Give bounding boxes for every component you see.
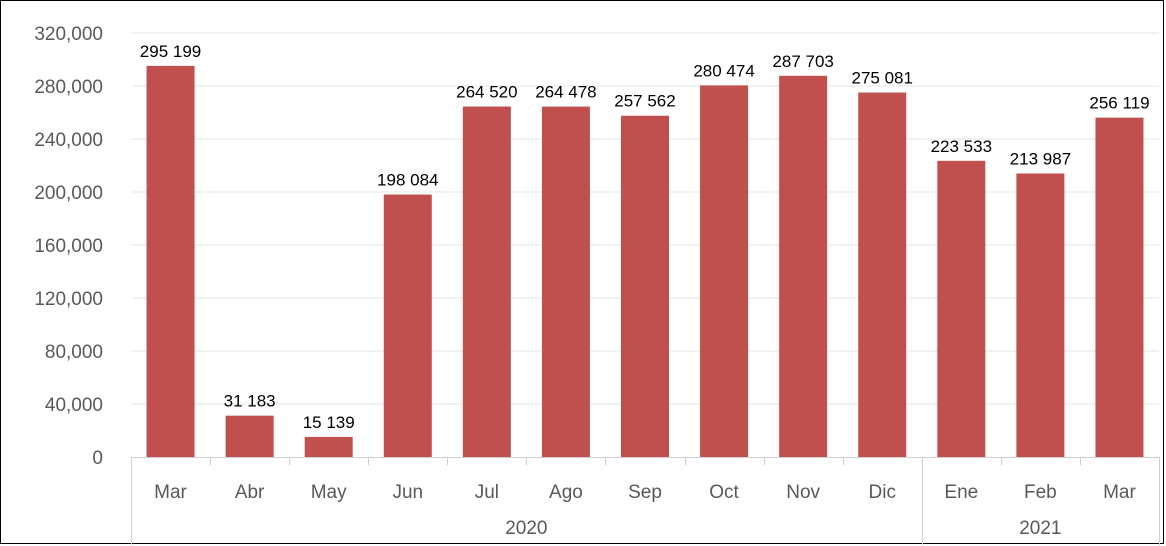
data-label: 264 478 bbox=[535, 83, 596, 102]
bar bbox=[779, 75, 828, 458]
bar bbox=[700, 85, 749, 457]
y-tick-label: 200,000 bbox=[34, 183, 103, 204]
bar bbox=[1095, 117, 1144, 457]
bar bbox=[146, 65, 195, 457]
y-tick-label: 320,000 bbox=[34, 24, 103, 45]
x-tick-label: Mar bbox=[154, 482, 187, 503]
x-tick-label: Feb bbox=[1024, 482, 1057, 503]
y-tick-label: 120,000 bbox=[34, 289, 103, 310]
bar bbox=[462, 106, 511, 458]
x-tick-label: May bbox=[311, 482, 347, 503]
y-tick-label: 40,000 bbox=[45, 395, 103, 416]
data-label: 198 084 bbox=[377, 171, 438, 190]
x-tick-label: Jul bbox=[475, 482, 499, 503]
data-label: 287 703 bbox=[772, 52, 833, 71]
y-tick-label: 280,000 bbox=[34, 77, 103, 98]
x-tick-label: Oct bbox=[709, 482, 739, 503]
y-tick-label: 80,000 bbox=[45, 342, 103, 363]
data-labels: 295 199 31 183 15 139 198 084 264 520 264 478… bbox=[140, 42, 1150, 432]
y-axis: 0 40,000 80,000 120,000 160,000 200,000 240,00… bbox=[34, 24, 103, 469]
x-tick-label: Dic bbox=[869, 482, 896, 503]
y-tick-label: 160,000 bbox=[34, 236, 103, 257]
data-label: 280 474 bbox=[693, 61, 754, 80]
bar bbox=[383, 194, 432, 457]
data-label: 275 081 bbox=[852, 69, 913, 88]
data-label: 213 987 bbox=[1010, 149, 1071, 168]
x-tick-label: Ago bbox=[549, 482, 583, 503]
year-group-label: 2021 bbox=[1019, 518, 1061, 539]
data-label: 257 562 bbox=[614, 92, 675, 111]
data-label: 223 533 bbox=[931, 137, 992, 156]
data-label: 31 183 bbox=[224, 392, 276, 411]
y-tick-label: 240,000 bbox=[34, 130, 103, 151]
x-tick-label: Abr bbox=[235, 482, 265, 503]
bar bbox=[621, 115, 669, 457]
data-label: 256 119 bbox=[1089, 94, 1149, 113]
bar bbox=[1016, 173, 1065, 457]
year-group-label: 2020 bbox=[505, 518, 547, 539]
data-label: 295 199 bbox=[140, 42, 201, 61]
bar bbox=[541, 106, 590, 457]
x-tick-label: Ene bbox=[944, 482, 978, 503]
data-label: 264 520 bbox=[456, 83, 517, 102]
x-tick-label: Mar bbox=[1103, 482, 1136, 503]
bar bbox=[304, 436, 353, 457]
x-tick-label: Jun bbox=[392, 482, 423, 503]
y-tick-label: 0 bbox=[92, 448, 103, 469]
x-axis: Mar Abr May Jun Jul Ago Sep Oct Nov Dic Ene Feb Mar 2… bbox=[131, 457, 1160, 545]
bars bbox=[146, 65, 1144, 458]
bar bbox=[858, 92, 907, 458]
data-label: 15 139 bbox=[303, 413, 355, 432]
bar bbox=[225, 415, 274, 457]
bar bbox=[937, 160, 986, 457]
x-tick-label: Nov bbox=[786, 482, 820, 503]
x-tick-label: Sep bbox=[628, 482, 662, 503]
